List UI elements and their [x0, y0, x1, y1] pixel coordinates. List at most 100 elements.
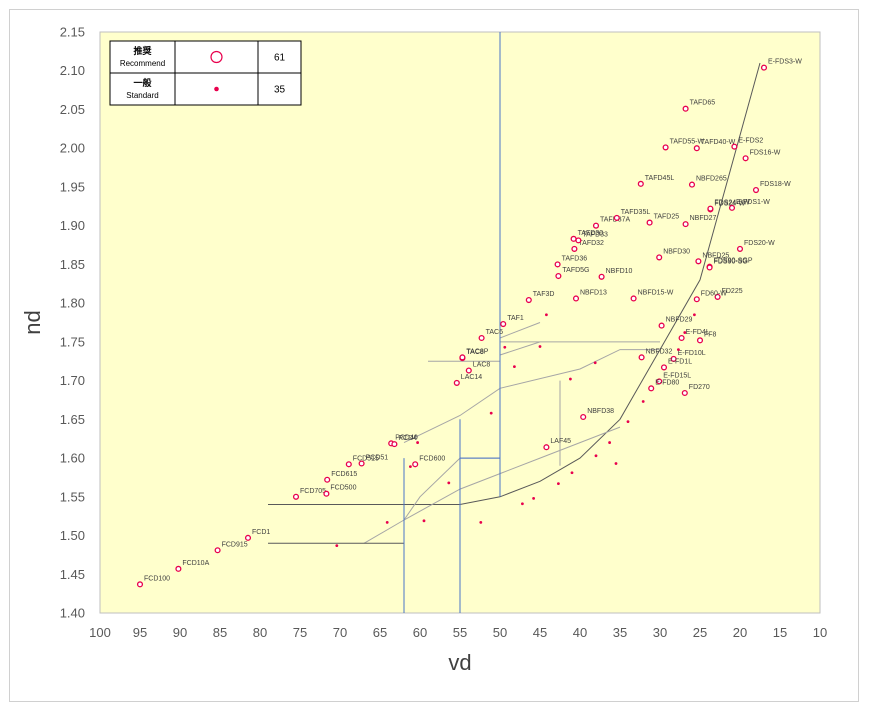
- y-tick-label: 1.50: [60, 528, 85, 543]
- legend-label-en: Standard: [126, 91, 158, 100]
- point-label: TAC8P: [466, 348, 488, 355]
- recommend-point: [662, 144, 669, 151]
- y-tick-label: 1.75: [60, 334, 85, 349]
- x-tick-label: 90: [173, 625, 187, 640]
- recommend-point: [714, 293, 721, 300]
- point-label: LAF45: [550, 438, 571, 445]
- recommend-point: [682, 105, 689, 112]
- legend-count: 35: [274, 85, 286, 96]
- legend-label-jp: 推奨: [133, 45, 152, 56]
- point-label: E-FDS3-W: [768, 59, 802, 66]
- point-label: TAFD32: [578, 240, 604, 247]
- standard-point: [693, 313, 696, 317]
- recommend-point: [682, 221, 689, 228]
- y-tick-label: 1.80: [60, 296, 85, 311]
- recommend-point: [707, 205, 714, 212]
- recommend-point: [681, 389, 688, 397]
- standard-point: [489, 411, 493, 415]
- point-label: FCD100: [144, 575, 170, 582]
- point-label: FDS90-SG: [714, 258, 748, 265]
- legend-standard-symbol: [214, 86, 219, 92]
- point-label: TAC8: [466, 349, 483, 356]
- point-label: E-FD1L: [668, 358, 692, 365]
- x-tick-label: 25: [693, 625, 707, 640]
- point-label: FCD500: [330, 485, 356, 492]
- recommend-point: [670, 355, 677, 362]
- y-tick-label: 1.90: [60, 218, 85, 233]
- x-tick-label: 50: [493, 625, 507, 640]
- point-label: FD225: [722, 288, 743, 295]
- point-label: FCD615: [331, 471, 357, 478]
- point-label: TAFD30: [578, 230, 604, 237]
- x-tick-label: 30: [653, 625, 667, 640]
- legend-recommend-symbol: [210, 50, 223, 64]
- point-label: NBFD13: [580, 289, 607, 296]
- point-label: FDS18-W: [760, 181, 791, 188]
- recommend-point: [648, 385, 655, 392]
- point-label: TAFD35L: [621, 209, 651, 216]
- recommend-point: [592, 222, 600, 229]
- x-tick-label: 55: [453, 625, 467, 640]
- point-label: NBFD15-W: [638, 289, 674, 296]
- recommend-point: [695, 258, 702, 265]
- recommend-point: [525, 296, 532, 304]
- standard-point: [416, 441, 419, 444]
- point-label: TAFD65: [690, 100, 716, 107]
- recommend-point: [693, 296, 700, 303]
- standard-point: [677, 348, 680, 352]
- recommend-point: [638, 354, 645, 361]
- recommend-point: [728, 204, 736, 211]
- recommend-point: [572, 295, 580, 302]
- legend-label-en: Recommend: [120, 59, 165, 68]
- recommend-point: [598, 273, 605, 280]
- x-tick-label: 45: [533, 625, 547, 640]
- point-label: LAC14: [461, 374, 483, 381]
- point-label: NBFD29: [666, 317, 693, 324]
- recommend-point: [465, 367, 472, 374]
- recommend-point: [570, 235, 577, 242]
- legend-label-jp: 一般: [133, 77, 152, 88]
- point-label: FDS16-W: [750, 149, 781, 156]
- standard-point: [538, 345, 542, 348]
- y-axis-title: nd: [20, 310, 45, 334]
- x-axis-title: vd: [448, 650, 471, 675]
- recommend-point: [323, 490, 330, 497]
- recommend-point: [244, 534, 252, 541]
- point-label: LAC8: [473, 362, 491, 369]
- standard-point: [557, 482, 560, 486]
- x-tick-label: 95: [133, 625, 147, 640]
- recommend-point: [656, 378, 663, 385]
- x-tick-label: 20: [733, 625, 747, 640]
- recommend-point: [136, 581, 144, 588]
- point-label: E-FDS1-W: [736, 199, 770, 206]
- standard-point: [569, 377, 572, 381]
- standard-point: [626, 420, 630, 424]
- y-tick-label: 2.05: [60, 102, 85, 117]
- point-label: FCD10A: [182, 560, 209, 567]
- point-label: NBFD32: [646, 348, 673, 355]
- point-label: FCD515: [353, 455, 379, 462]
- point-label: TAFD36: [562, 255, 588, 262]
- recommend-point: [678, 334, 685, 342]
- x-tick-label: 15: [773, 625, 787, 640]
- recommend-point: [658, 322, 665, 329]
- standard-point: [593, 361, 597, 365]
- x-tick-label: 85: [213, 625, 227, 640]
- standard-point: [614, 462, 618, 465]
- standard-point: [608, 441, 611, 444]
- point-label: PCD4: [398, 435, 417, 442]
- x-tick-label: 100: [89, 625, 111, 640]
- x-tick-label: 80: [253, 625, 267, 640]
- recommend-point: [500, 320, 507, 328]
- boundary-line: [403, 349, 660, 444]
- recommend-point: [752, 186, 760, 194]
- recommend-point: [656, 254, 663, 261]
- y-tick-label: 1.40: [60, 606, 85, 621]
- y-tick-label: 1.60: [60, 451, 85, 466]
- point-label: FDS24-W: [714, 200, 745, 207]
- recommend-point: [660, 364, 668, 371]
- recommend-point: [731, 143, 738, 150]
- recommend-point: [214, 547, 221, 554]
- standard-point: [683, 331, 687, 334]
